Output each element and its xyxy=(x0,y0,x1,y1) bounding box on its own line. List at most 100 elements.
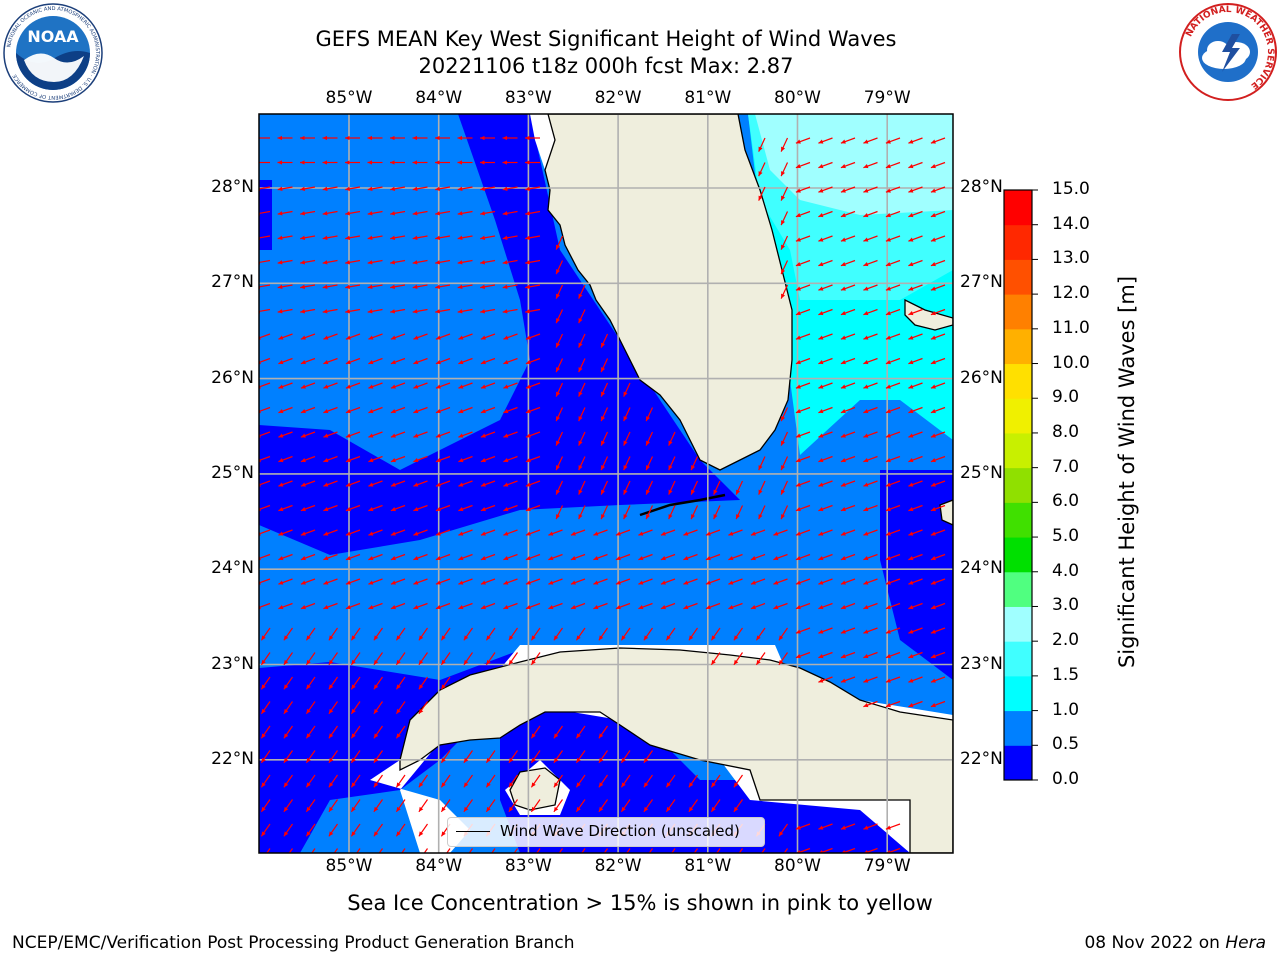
colorbar-swatch xyxy=(1004,745,1032,781)
ocean-band-0-0p5 xyxy=(259,114,740,555)
wave-arrow-head xyxy=(306,708,311,714)
wave-arrow-head xyxy=(578,391,583,397)
legend-line-icon xyxy=(456,831,490,832)
wave-arrow-head xyxy=(885,629,891,634)
wave-arrow-head xyxy=(480,360,486,365)
colorbar-swatch xyxy=(1004,710,1032,746)
wave-arrow-head xyxy=(795,213,801,218)
wave-arrow-head xyxy=(322,235,328,240)
wave-arrow-head xyxy=(623,465,628,471)
wave-arrow-head xyxy=(435,531,441,536)
wave-arrow-head xyxy=(578,342,583,348)
wave-arrow-head xyxy=(396,831,401,837)
wave-arrow-head xyxy=(795,262,801,267)
wave-arrow-head xyxy=(576,757,581,763)
wave-arrow xyxy=(311,848,316,853)
wave-arrow-head xyxy=(818,458,824,463)
wave-arrow xyxy=(259,259,271,264)
wave-arrow-head xyxy=(503,556,509,561)
wave-arrow-head xyxy=(863,678,869,683)
wave-arrow-head xyxy=(480,335,486,340)
wave-arrow-head xyxy=(435,556,441,561)
wave-arrow-head xyxy=(795,482,801,487)
wave-arrow-head xyxy=(795,605,801,610)
wave-arrow-head xyxy=(390,384,396,389)
wave-arrow-head xyxy=(556,269,561,275)
wave-arrow-head xyxy=(818,654,824,659)
wave-arrow xyxy=(259,578,271,584)
wave-arrow-head xyxy=(328,782,334,788)
wave-arrow-head xyxy=(300,335,306,340)
wave-arrow-head xyxy=(300,556,306,561)
lat-tick-label-left: 28°N xyxy=(211,177,254,197)
wave-arrow-head xyxy=(728,605,734,610)
wave-arrow-head xyxy=(502,260,508,265)
wave-arrow-head xyxy=(781,146,786,152)
wave-arrow-head xyxy=(930,213,936,218)
wave-arrow-head xyxy=(367,186,373,191)
wave-arrow-head xyxy=(660,556,666,561)
wave-arrow-head xyxy=(345,409,351,414)
wave-arrow-head xyxy=(908,409,914,414)
wave-arrow-head xyxy=(418,635,424,641)
wave-arrow-head xyxy=(458,580,464,585)
wave-arrow-head xyxy=(508,659,514,665)
colorbar-swatch xyxy=(1004,502,1032,538)
colorbar-swatch xyxy=(1004,259,1032,295)
wave-arrow-head xyxy=(781,220,786,226)
wave-arrow-head xyxy=(668,440,673,446)
wave-arrow-head xyxy=(930,360,936,365)
wave-arrow-head xyxy=(863,654,869,659)
wave-arrow-head xyxy=(396,659,401,665)
wave-arrow-head xyxy=(413,409,419,414)
wave-arrow-head xyxy=(373,684,379,690)
wave-arrow-head xyxy=(261,684,266,690)
wave-arrow-head xyxy=(323,531,329,536)
wave-arrow-head xyxy=(863,629,869,634)
legend: Wind Wave Direction (unscaled) xyxy=(447,817,765,847)
wave-arrow-head xyxy=(480,605,486,610)
wave-arrow-head xyxy=(840,458,846,463)
wave-arrow-head xyxy=(480,260,486,265)
wave-arrow-head xyxy=(278,580,284,585)
wave-arrow-head xyxy=(576,733,581,739)
wave-arrow-head xyxy=(908,237,914,242)
wave-arrow-head xyxy=(525,482,531,487)
wave-arrow-head xyxy=(328,708,334,714)
wave-arrow-head xyxy=(908,531,914,536)
wave-arrow-head xyxy=(795,531,801,536)
wave-arrow-head xyxy=(615,531,621,536)
wave-arrow-head xyxy=(373,831,379,837)
wave-arrow-head xyxy=(368,433,374,438)
wave-arrow-head xyxy=(885,556,891,561)
wave-arrow-head xyxy=(300,384,306,389)
wave-arrow-head xyxy=(525,409,531,414)
wave-arrow-head xyxy=(818,311,824,316)
wave-arrow-head xyxy=(930,629,936,634)
map-border xyxy=(258,113,954,854)
wave-arrow-head xyxy=(345,580,351,585)
wave-arrow-head xyxy=(457,211,463,216)
wave-arrow-head xyxy=(278,482,284,487)
wave-arrow-head xyxy=(570,556,576,561)
wave-arrow xyxy=(671,848,676,853)
wave-arrow-head xyxy=(368,384,374,389)
wave-arrow-head xyxy=(390,335,396,340)
colorbar-tick-label: 11.0 xyxy=(1052,317,1090,338)
wave-arrow-head xyxy=(502,186,508,191)
wave-arrow-head xyxy=(300,260,306,265)
wave-arrow-head xyxy=(413,360,419,365)
wave-arrow-head xyxy=(578,489,583,495)
wave-arrow-head xyxy=(525,309,531,314)
wave-arrow-head xyxy=(503,605,509,610)
wave-arrow-head xyxy=(328,659,334,665)
wave-arrow-head xyxy=(781,416,786,422)
lon-tick-label-top: 85°W xyxy=(325,88,373,108)
wave-arrow-head xyxy=(502,160,508,165)
wave-arrow-head xyxy=(818,678,824,683)
wave-arrow-head xyxy=(818,433,824,438)
ocean-band-0-0p5 xyxy=(500,700,760,853)
wave-arrow-head xyxy=(531,782,536,788)
wave-arrow-head xyxy=(435,482,441,487)
wave-arrow-head xyxy=(601,489,606,495)
